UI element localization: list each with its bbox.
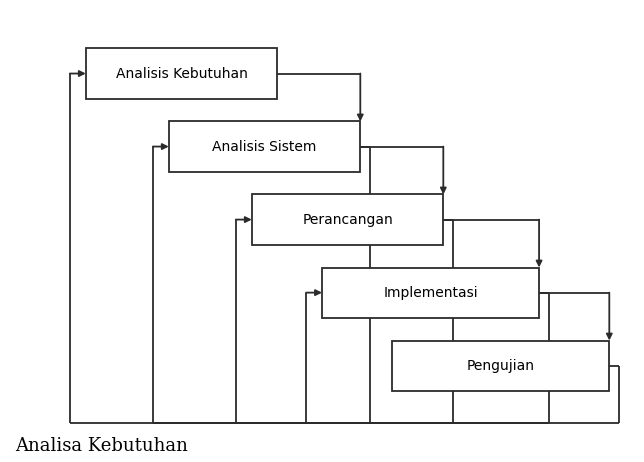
FancyBboxPatch shape xyxy=(169,122,360,172)
Text: Implementasi: Implementasi xyxy=(383,286,478,300)
Text: Analisis Kebutuhan: Analisis Kebutuhan xyxy=(116,67,247,80)
Text: Analisis Sistem: Analisis Sistem xyxy=(213,140,317,153)
Text: Pengujian: Pengujian xyxy=(467,359,535,373)
FancyBboxPatch shape xyxy=(86,49,278,98)
FancyBboxPatch shape xyxy=(392,340,609,391)
FancyBboxPatch shape xyxy=(322,267,539,318)
Text: Analisa Kebutuhan: Analisa Kebutuhan xyxy=(15,437,189,455)
FancyBboxPatch shape xyxy=(252,195,443,245)
Text: Perancangan: Perancangan xyxy=(302,213,393,226)
